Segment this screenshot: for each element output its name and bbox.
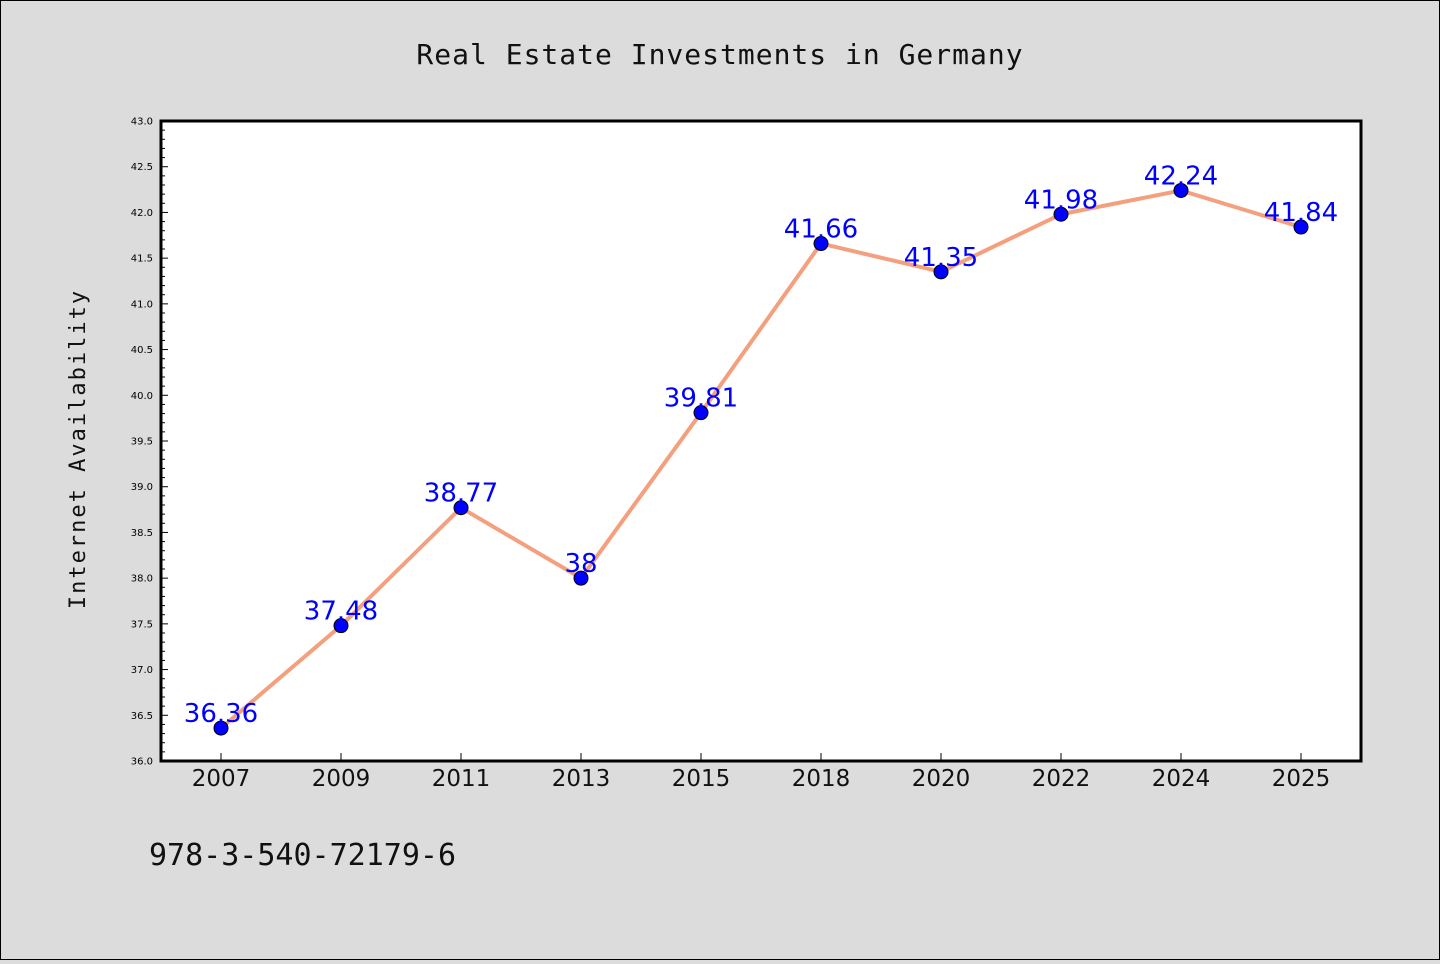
data-point [573, 570, 589, 586]
data-point [1053, 206, 1069, 222]
y-tick-label: 39.5 [131, 437, 153, 448]
x-tick-label: 2022 [1032, 766, 1091, 792]
data-label: 41.35 [904, 243, 978, 273]
x-tick-label: 2024 [1152, 766, 1211, 792]
y-axis-label: Internet Availability [66, 289, 91, 609]
data-label: 41.84 [1264, 198, 1338, 228]
chart-title: Real Estate Investments in Germany [416, 38, 1023, 71]
x-tick-label: 2011 [432, 766, 491, 792]
series-layer [213, 182, 1309, 736]
data-label: 38 [564, 549, 597, 579]
x-tick-label: 2018 [792, 766, 851, 792]
y-tick-label: 38.5 [131, 528, 153, 539]
data-point [1293, 219, 1309, 235]
y-tick-label: 36.5 [131, 711, 153, 722]
x-tick-label: 2007 [192, 766, 251, 792]
series-line [219, 188, 1302, 730]
y-tick-label: 42.0 [131, 208, 153, 219]
x-tick-label: 2020 [912, 766, 971, 792]
data-label: 42.24 [1144, 161, 1218, 191]
data-label: 39.81 [664, 384, 738, 414]
x-tick-label: 2025 [1272, 766, 1331, 792]
y-tick-label: 41.0 [131, 299, 153, 310]
x-axis: 2007 2009 2011 2013 2015 2018 2020 2022 2024 2025 [192, 753, 1331, 792]
data-point [693, 405, 709, 421]
footnote-isbn: 978-3-540-72179-6 [149, 838, 456, 873]
data-point [933, 264, 949, 280]
y-tick-label: 39.0 [131, 482, 153, 493]
y-tick-label: 37.5 [131, 619, 153, 630]
data-point [1173, 182, 1189, 198]
x-tick-label: 2015 [672, 766, 731, 792]
y-tick-label: 40.0 [131, 391, 153, 402]
y-axis: 36.0 36.5 37.0 37.5 38.0 38.5 39.0 39.5 40.0 40.5… [131, 117, 168, 768]
data-point [453, 500, 469, 516]
y-tick-label: 38.0 [131, 574, 153, 585]
data-label: 36.36 [184, 699, 258, 729]
y-tick-label: 37.0 [131, 665, 153, 676]
data-point [333, 618, 349, 634]
y-tick-label: 36.0 [131, 757, 153, 768]
data-labels: 36.36 37.48 38.77 38 39.81 41.66 41.35 41.98 42.… [184, 161, 1338, 729]
data-point [813, 236, 829, 252]
data-label: 41.98 [1024, 185, 1098, 215]
plot-area [159, 119, 1363, 763]
x-tick-label: 2009 [312, 766, 371, 792]
y-tick-label: 41.5 [131, 254, 153, 265]
y-tick-label: 43.0 [131, 117, 153, 128]
data-label: 38.77 [424, 479, 498, 509]
data-label: 37.48 [304, 597, 378, 627]
y-tick-label: 42.5 [131, 162, 153, 173]
x-tick-label: 2013 [552, 766, 611, 792]
data-label: 41.66 [784, 215, 858, 245]
data-point [213, 720, 229, 736]
y-tick-label: 40.5 [131, 345, 153, 356]
